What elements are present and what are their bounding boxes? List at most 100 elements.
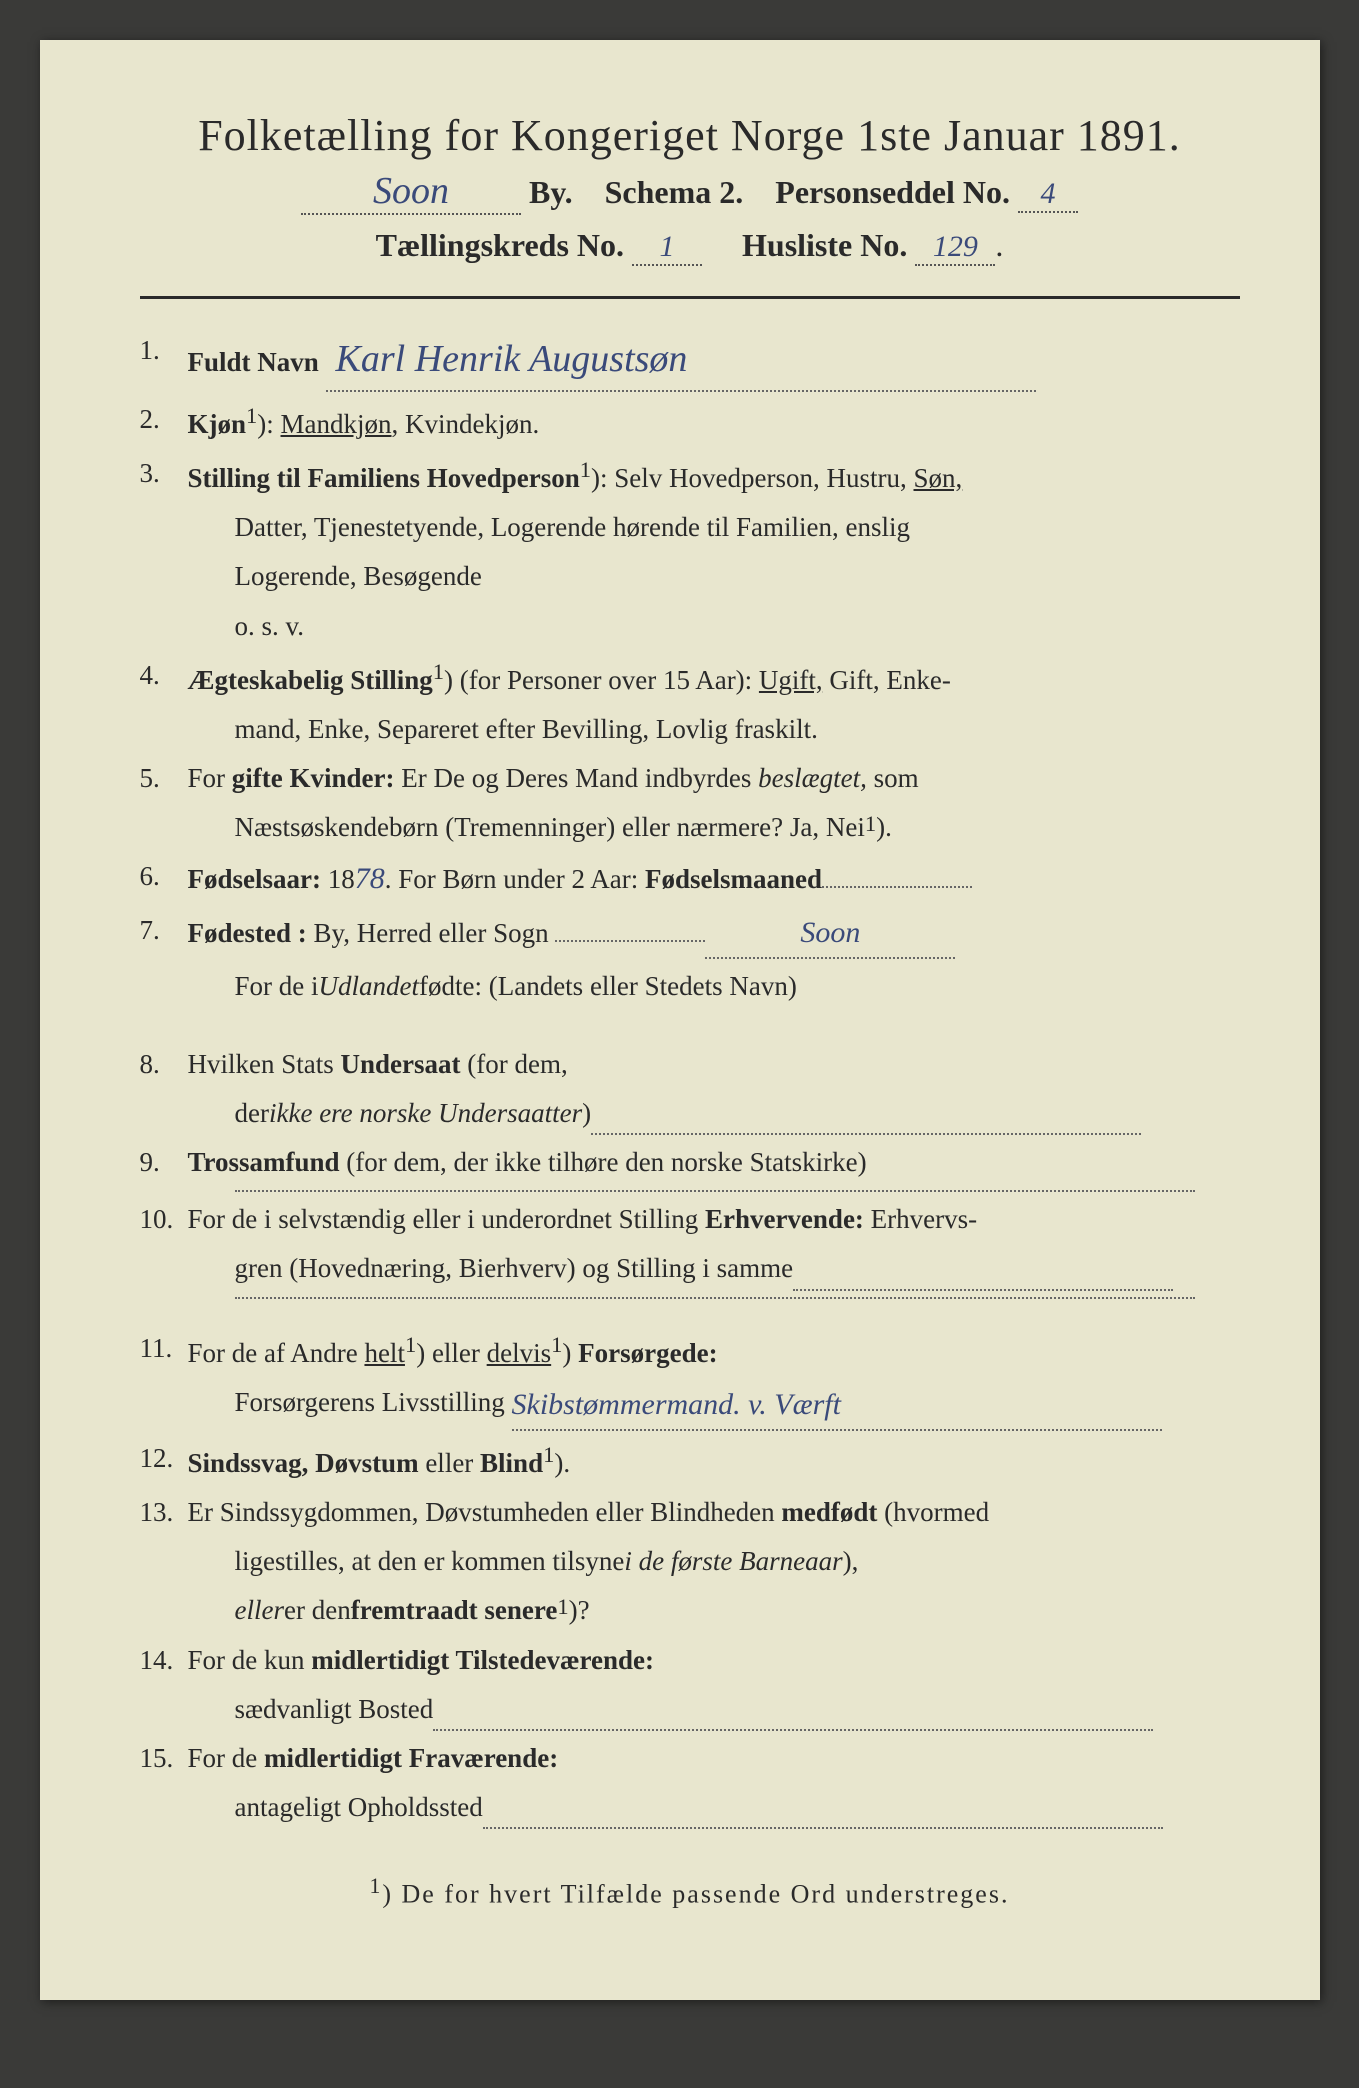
q2-opt1: Mandkjøn: [281, 409, 392, 439]
q15-bold: midlertidigt Fraværende:: [264, 1743, 558, 1773]
q13-line3sup: 1: [557, 1589, 568, 1632]
q11-u2: delvis: [487, 1338, 552, 1368]
q5-sup: 1: [865, 806, 876, 849]
q3-line3: Logerende, Besøgende: [140, 555, 1240, 598]
q2-label: Kjøn: [188, 409, 247, 439]
q15-line2-text: antageligt Opholdssted: [235, 1786, 483, 1829]
q13-bold1: medfødt: [781, 1497, 877, 1527]
q4-sup: 1: [433, 659, 444, 684]
q5-bold1: gifte Kvinder:: [232, 763, 395, 793]
q10-bold1: Erhvervende:: [705, 1204, 864, 1234]
q13-line2: ligestilles, at den er kommen tilsyne i …: [140, 1540, 1240, 1583]
q8-line2: der ikke ere norske Undersaatter): [140, 1092, 1240, 1135]
q4-line2: mand, Enke, Separeret efter Bevilling, L…: [140, 708, 1240, 751]
q8-field: [591, 1092, 1141, 1135]
q7-dots1: [555, 940, 705, 942]
q9-bold: Trossamfund: [188, 1147, 340, 1177]
q8-line2b: ): [582, 1092, 591, 1135]
q6-row: 6. Fødselsaar: 1878. For Børn under 2 Aa…: [140, 855, 1240, 903]
q3-num: 3.: [140, 452, 188, 500]
kreds-no: 1: [632, 230, 702, 266]
q10-text2: Erhvervs-: [864, 1204, 977, 1234]
q12-bold2: Blind: [480, 1448, 543, 1478]
q10-field1: [793, 1247, 1173, 1290]
q14-line2-text: sædvanligt Bosted: [235, 1688, 434, 1731]
q2-row: 2. Kjøn1): Mandkjøn, Kvindekjøn.: [140, 398, 1240, 446]
q9-text: (for dem, der ikke tilhøre den norske St…: [340, 1147, 867, 1177]
q12-bold: Sindssvag, Døvstum: [188, 1448, 419, 1478]
q6-label: Fødselsaar:: [188, 864, 321, 894]
q8-text1: Hvilken Stats: [188, 1049, 341, 1079]
q8-line2a: der: [235, 1092, 269, 1135]
schema-label: Schema 2.: [605, 174, 744, 210]
q15-text1: For de: [188, 1743, 265, 1773]
q1-value: Karl Henrik Augustsøn: [326, 329, 1036, 392]
q7-value: Soon: [705, 909, 955, 959]
q7-line2a: For de i: [235, 965, 319, 1008]
footnote-text: ) De for hvert Tilfælde passende Ord und…: [382, 1880, 1009, 1909]
q3-sup: 1: [580, 457, 591, 482]
q11-line2: Forsørgerens Livsstilling Skibstømmerman…: [140, 1381, 1240, 1431]
husliste-label: Husliste No.: [742, 227, 907, 263]
q1-num: 1.: [140, 329, 188, 392]
q12-sup: 1: [543, 1442, 554, 1467]
q10-line2: gren (Hovednæring, Bierhverv) og Stillin…: [140, 1247, 1240, 1290]
q4-label: Ægteskabelig Stilling: [188, 665, 433, 695]
q9-num: 9.: [140, 1141, 188, 1184]
q9-row: 9. Trossamfund (for dem, der ikke tilhør…: [140, 1141, 1240, 1184]
footnote-sup: 1: [370, 1874, 383, 1898]
subtitle-row-1: Soon By. Schema 2. Personseddel No. 4: [140, 169, 1240, 215]
q13-line3: eller er den fremtraadt senere1)?: [140, 1589, 1240, 1632]
by-value: Soon: [301, 169, 521, 215]
by-label: By.: [529, 174, 573, 210]
main-title: Folketælling for Kongeriget Norge 1ste J…: [140, 110, 1240, 161]
q10-line3: [140, 1297, 1240, 1299]
q14-text1: For de kun: [188, 1645, 312, 1675]
census-form-page: Folketælling for Kongeriget Norge 1ste J…: [40, 40, 1320, 2000]
q6-month-field: [822, 886, 972, 888]
q9-field: [235, 1190, 1195, 1192]
q11-value: Skibstømmermand. v. Værft: [512, 1381, 1162, 1431]
q6-bold2: Fødselsmaaned: [645, 864, 822, 894]
q11-line2-text: Forsørgerens Livsstilling: [235, 1381, 505, 1431]
q7-num: 7.: [140, 909, 188, 959]
q13-line3italic: eller: [235, 1589, 284, 1632]
q5-end: ).: [876, 806, 892, 849]
q3-label: Stilling til Familiens Hovedperson: [188, 463, 580, 493]
q13-line2italic: i de første Barneaar: [624, 1540, 842, 1583]
q13-text1: Er Sindssygdommen, Døvstumheden eller Bl…: [188, 1497, 782, 1527]
q5-num: 5.: [140, 757, 188, 800]
q3-row: 3. Stilling til Familiens Hovedperson1):…: [140, 452, 1240, 500]
q11-sup2: 1: [551, 1332, 562, 1357]
q13-line3bold: fremtraadt senere: [351, 1589, 558, 1632]
q11-text2: ) eller: [416, 1338, 486, 1368]
q3-underlined: Søn,: [914, 463, 963, 493]
q8-num: 8.: [140, 1043, 188, 1086]
q11-sup1: 1: [405, 1332, 416, 1357]
q14-bold: midlertidigt Tilstedeværende:: [311, 1645, 654, 1675]
q8-line2italic: ikke ere norske Undersaatter: [269, 1092, 582, 1135]
q7-label: Fødested :: [188, 918, 307, 948]
q4-text1: ) (for Personer over 15 Aar):: [444, 665, 759, 695]
q3-text1: ): Selv Hovedperson, Hustru,: [591, 463, 913, 493]
q13-text2: (hvormed: [877, 1497, 989, 1527]
q4-text2: Gift, Enke-: [823, 665, 951, 695]
q6-prefix: 18: [321, 864, 355, 894]
q11-text3: ): [562, 1338, 578, 1368]
q10-num: 10.: [140, 1198, 188, 1241]
q15-num: 15.: [140, 1737, 188, 1780]
kreds-label: Tællingskreds No.: [376, 227, 624, 263]
q10-text1: For de i selvstændig eller i underordnet…: [188, 1204, 705, 1234]
q12-end: ).: [554, 1448, 570, 1478]
q11-row: 11. For de af Andre helt1) eller delvis1…: [140, 1327, 1240, 1375]
q3-line4: o. s. v.: [140, 605, 1240, 648]
q6-text: . For Børn under 2 Aar:: [385, 864, 645, 894]
q15-line2: antageligt Opholdssted: [140, 1786, 1240, 1829]
q4-underlined: Ugift,: [759, 665, 823, 695]
footnote: 1) De for hvert Tilfælde passende Ord un…: [140, 1874, 1240, 1910]
q14-num: 14.: [140, 1639, 188, 1682]
q11-bold: Forsørgede:: [578, 1338, 717, 1368]
q5-italic1: beslægtet,: [758, 763, 867, 793]
q14-line2: sædvanligt Bosted: [140, 1688, 1240, 1731]
q7-line2italic: Udlandet: [319, 965, 420, 1008]
